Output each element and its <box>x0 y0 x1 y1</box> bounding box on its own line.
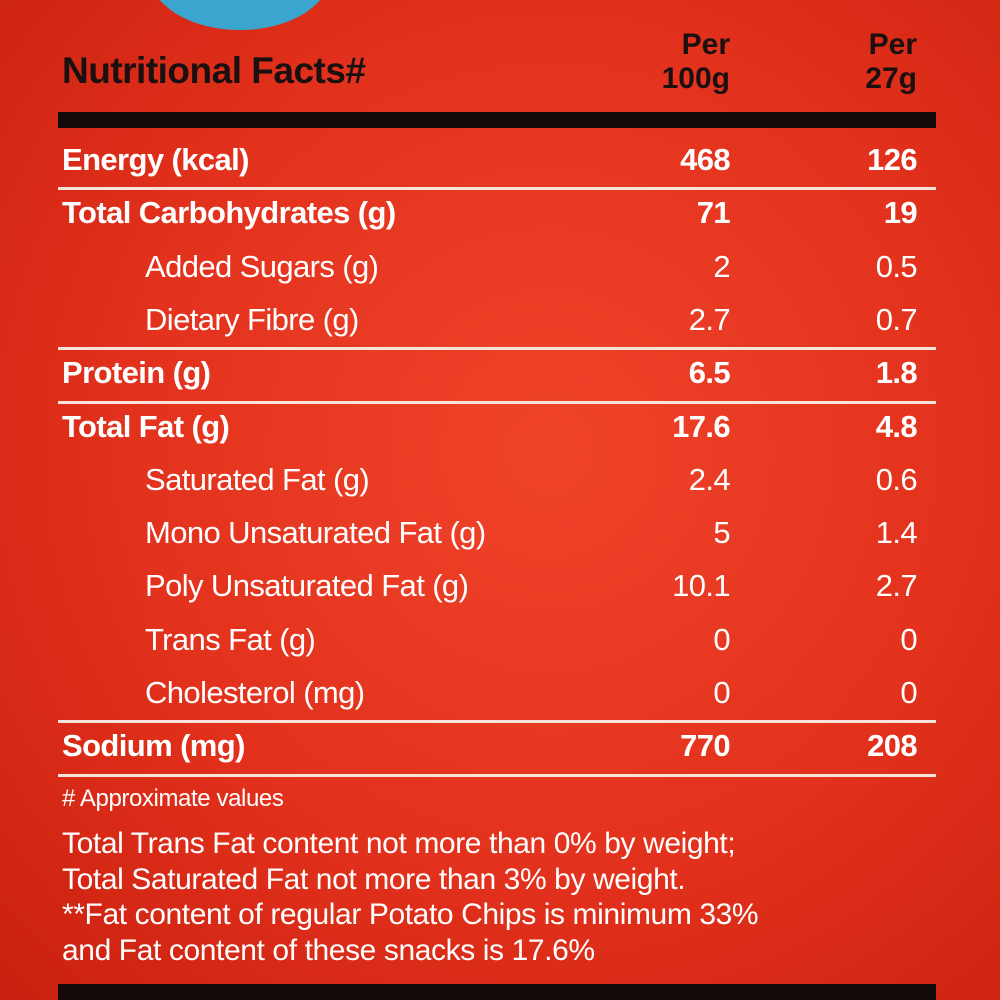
row-label: Trans Fat (g) <box>145 621 316 657</box>
value-per-27g: 0 <box>900 675 917 710</box>
value-per-27g: 1.8 <box>875 355 918 391</box>
value-per-27g: 19 <box>883 195 918 231</box>
value-per-100g: 71 <box>696 195 731 231</box>
footnote: # Approximate values <box>62 785 284 812</box>
bottom-rule <box>58 984 936 1000</box>
row-label: Total Carbohydrates (g) <box>62 195 396 231</box>
footnote: **Fat content of regular Potato Chips is… <box>62 898 759 931</box>
footnote: Total Trans Fat content not more than 0%… <box>62 827 736 860</box>
value-per-100g: 770 <box>680 728 731 764</box>
row-label: Cholesterol (mg) <box>145 675 365 710</box>
column-header-line: 27g <box>865 62 917 95</box>
value-per-100g: 2.4 <box>688 461 731 497</box>
row-separator <box>58 400 936 404</box>
row-separator <box>58 347 936 351</box>
column-header: Per 27g <box>797 28 917 96</box>
column-header-line: Per <box>868 28 917 61</box>
footnote: and Fat content of these snacks is 17.6% <box>62 933 595 967</box>
row-label: Protein (g) <box>62 355 211 391</box>
row-label: Dietary Fibre (g) <box>145 301 359 337</box>
row-label: Saturated Fat (g) <box>145 461 370 497</box>
value-per-27g: 208 <box>867 728 918 764</box>
value-per-100g: 0 <box>713 621 730 657</box>
value-per-27g: 4.8 <box>875 408 918 444</box>
value-per-27g: 0 <box>900 621 917 657</box>
column-header: Per 100g <box>610 28 730 96</box>
row-label: Mono Unsaturated Fat (g) <box>145 515 486 551</box>
row-label: Poly Unsaturated Fat (g) <box>145 568 469 604</box>
value-per-100g: 10.1 <box>672 568 731 604</box>
value-per-100g: 468 <box>680 142 731 177</box>
value-per-27g: 1.4 <box>875 515 918 551</box>
column-header-line: Per <box>681 28 730 61</box>
value-per-100g: 2 <box>713 248 730 284</box>
header-rule <box>58 112 936 128</box>
column-header-line: 100g <box>661 62 730 95</box>
row-label: Total Fat (g) <box>62 408 230 444</box>
decor-circle <box>150 0 330 30</box>
value-per-100g: 17.6 <box>672 408 731 444</box>
value-per-100g: 0 <box>713 675 730 710</box>
value-per-27g: 0.6 <box>875 461 918 497</box>
value-per-100g: 5 <box>713 515 730 551</box>
value-per-27g: 126 <box>867 142 918 177</box>
footnote: Total Saturated Fat not more than 3% by … <box>62 862 686 896</box>
title: Nutritional Facts# <box>62 50 366 91</box>
row-separator <box>58 187 936 191</box>
value-per-100g: 2.7 <box>688 301 731 337</box>
row-label: Added Sugars (g) <box>145 248 379 284</box>
value-per-27g: 0.7 <box>875 301 918 337</box>
value-per-27g: 0.5 <box>875 248 918 284</box>
row-label: Sodium (mg) <box>62 728 245 764</box>
row-separator <box>58 720 936 724</box>
row-separator <box>58 773 936 777</box>
value-per-27g: 2.7 <box>875 568 918 604</box>
row-label: Energy (kcal) <box>62 142 249 177</box>
value-per-100g: 6.5 <box>688 355 731 391</box>
